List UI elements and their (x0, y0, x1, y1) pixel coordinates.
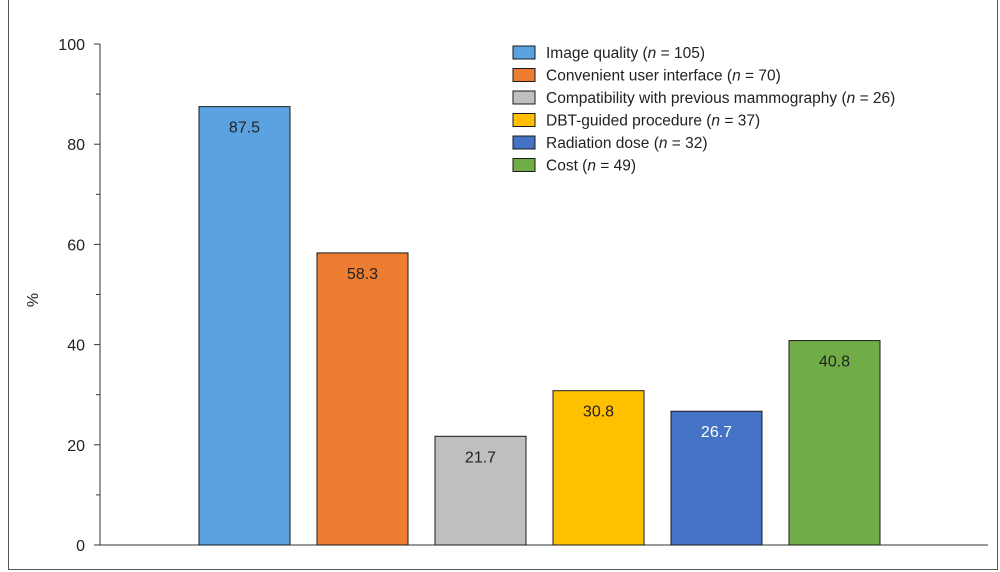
legend-entry: Image quality (n = 105) (546, 45, 705, 62)
y-axis-title: % (25, 293, 42, 307)
bar-value-label: 87.5 (229, 120, 260, 137)
legend-swatch (512, 135, 536, 150)
bar-value-label: 21.7 (465, 449, 496, 466)
bars: 87.5 58.3 21.7 30.8 26.7 40.8 (198, 106, 881, 546)
bar (434, 435, 527, 546)
legend-swatch (512, 113, 536, 127)
y-tick-label: 60 (67, 237, 85, 254)
bar-value-label: 58.3 (347, 266, 378, 283)
legend-entry: Convenient user interface (n = 70) (546, 68, 781, 85)
bar (788, 340, 881, 546)
legend-swatch (512, 158, 536, 172)
bar-value-label: 26.7 (701, 424, 732, 441)
bar-value-label: 40.8 (819, 354, 850, 371)
y-tick-label: 20 (67, 438, 85, 455)
y-tick-label: 0 (76, 538, 85, 555)
y-tick-label: 40 (67, 338, 85, 355)
chart-frame (8, 0, 998, 570)
bar (316, 252, 409, 546)
bar (552, 390, 645, 546)
legend-swatch (512, 90, 536, 105)
legend-entry: Radiation dose (n = 32) (546, 135, 708, 152)
legend-swatch (512, 45, 536, 60)
legend: Image quality (n = 105) Convenient user i… (512, 45, 895, 175)
bar (670, 410, 763, 546)
bar (198, 106, 291, 546)
y-ticks: 0 20 40 60 80 100 (58, 37, 100, 555)
bar-value-label: 30.8 (583, 404, 614, 421)
legend-swatch (512, 68, 536, 82)
legend-entry: Compatibility with previous mammography … (546, 90, 895, 107)
y-tick-label: 80 (67, 137, 85, 154)
legend-entry: DBT-guided procedure (n = 37) (546, 113, 760, 130)
y-tick-label: 100 (58, 37, 85, 54)
legend-entry: Cost (n = 49) (546, 158, 636, 175)
